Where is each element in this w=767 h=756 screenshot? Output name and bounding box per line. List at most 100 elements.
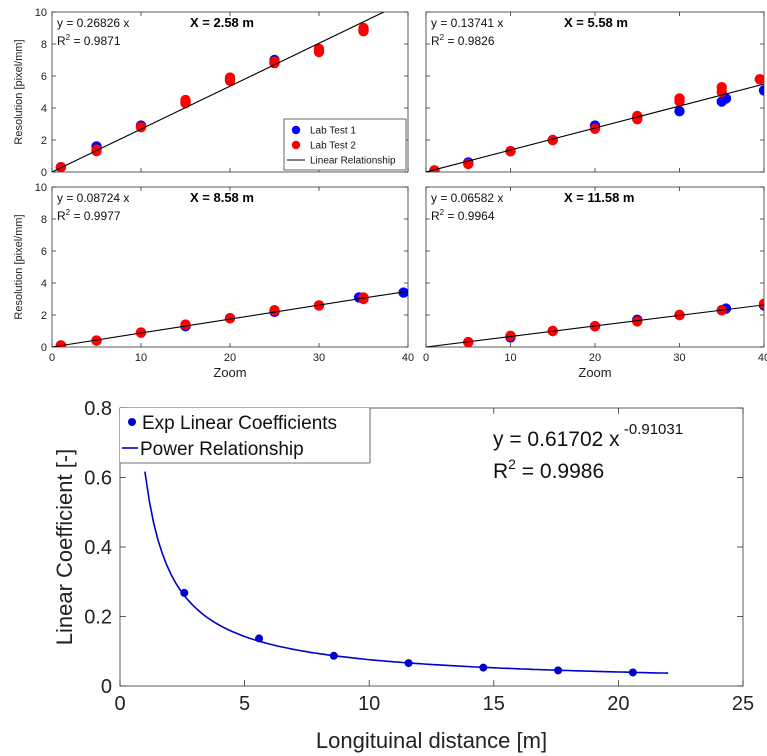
r-value: = 0.9977 (70, 209, 121, 223)
plot-frame (425, 11, 765, 173)
y-tick-label: 0 (41, 167, 47, 179)
linear-fit-line (52, 290, 408, 347)
x-tick-label: 20 (224, 352, 236, 364)
data-point-lab-test-2 (269, 305, 280, 316)
equation-label: y = 0.61702 x -0.91031 (493, 421, 683, 451)
x-tick-label: 25 (732, 693, 754, 715)
equation-exponent: -0.91031 (620, 421, 683, 438)
legend-entry: Linear Relationship (310, 156, 396, 167)
data-point-exp-linear-coefficient (180, 588, 189, 597)
legend-box (283, 118, 407, 171)
legend-entry: Lab Test 1 (310, 126, 356, 137)
y-tick-label: 0.8 (84, 398, 112, 420)
plot-frame (425, 186, 765, 348)
y-tick-label: 2 (41, 135, 47, 147)
equation-base: y = 0.61702 x (493, 428, 620, 451)
distance-label: X = 2.58 m (190, 15, 254, 30)
data-point-lab-test-2 (632, 110, 643, 122)
x-axis-label: Zoom (578, 365, 611, 380)
y-tick-label: 4 (41, 103, 47, 115)
x-tick-label: 40 (758, 352, 767, 364)
r-label: R (57, 34, 66, 48)
x-tick-label: 0 (49, 352, 55, 364)
y-tick-label: 6 (41, 71, 47, 83)
distance-label: X = 5.58 m (564, 15, 628, 30)
y-tick-label: 8 (41, 214, 47, 226)
data-point-exp-linear-coefficient (554, 666, 563, 675)
distance-label: X = 8.58 m (190, 190, 254, 205)
legend-marker (291, 125, 301, 135)
data-point-lab-test-2 (180, 319, 191, 330)
data-layer (426, 74, 764, 172)
linear-fit-line (426, 83, 764, 172)
data-point-lab-test-2 (358, 292, 369, 303)
y-axis-label: Resolution [pixel/mm] (13, 39, 25, 144)
x-tick-label: 40 (402, 352, 414, 364)
x-tick-label: 15 (483, 693, 505, 715)
x-tick-label: 0 (423, 352, 429, 364)
r-superscript: 2 (508, 456, 516, 472)
y-axis-label: Resolution [pixel/mm] (13, 214, 25, 319)
y-tick-label: 8 (41, 39, 47, 51)
legend-marker (291, 140, 301, 150)
data-point-lab-test-1 (674, 106, 685, 117)
equation-label: y = 0.08724 x (57, 191, 129, 205)
r-value: = 0.9964 (444, 209, 495, 223)
data-layer (52, 287, 408, 347)
data-point-lab-test-2 (632, 316, 643, 327)
equation-label: y = 0.13741 x (431, 16, 503, 30)
r-label: R (431, 209, 440, 223)
y-tick-label: 0.6 (84, 468, 112, 490)
y-tick-label: 6 (41, 246, 47, 258)
y-tick-label: 0.4 (84, 537, 112, 559)
data-point-lab-test-2 (313, 43, 325, 54)
r-label: R (493, 460, 508, 483)
data-point-lab-test-2 (180, 98, 191, 109)
y-axis-label: Linear Coefficient [-] (52, 449, 77, 645)
data-point-lab-test-2 (91, 144, 102, 155)
x-axis-label: Zoom (213, 365, 246, 380)
r-squared-label: R2 = 0.9977 (57, 208, 121, 223)
data-point-lab-test-2 (224, 75, 236, 87)
y-tick-label: 0 (41, 342, 47, 354)
x-tick-label: 10 (358, 693, 380, 715)
y-tick-label: 2 (41, 310, 47, 322)
x-tick-label: 5 (239, 693, 250, 715)
equation-label: y = 0.26826 x (57, 16, 129, 30)
data-point-lab-test-2 (758, 298, 764, 309)
r-superscript: 2 (66, 33, 71, 42)
x-tick-label: 10 (135, 352, 147, 364)
data-point-lab-test-2 (505, 146, 516, 157)
y-tick-label: 10 (35, 182, 47, 194)
legend: Lab Test 1 Lab Test 2 Linear Relationship (283, 118, 407, 171)
r-squared-label: R2 = 0.9964 (431, 208, 495, 223)
legend-entry: Lab Test 2 (310, 141, 356, 152)
distance-label: X = 11.58 m (564, 190, 634, 205)
r-label: R (431, 34, 440, 48)
r-superscript: 2 (440, 208, 445, 217)
data-point-exp-linear-coefficient (255, 634, 264, 643)
linear-fit-line (426, 304, 764, 347)
legend-entry: Exp Linear Coefficients (142, 413, 337, 434)
data-point-lab-test-2 (754, 74, 764, 85)
panel-bottom: 0 0.2 0.4 0.6 0.8 0 5 10 15 20 25 Exp Linear Coeffi… (52, 398, 754, 753)
r-value: = 0.9826 (444, 34, 495, 48)
r-squared-label: R2 = 0.9871 (57, 33, 121, 48)
panel-top-right: y = 0.13741 x R2 = 0.9826 X = 5.58 m (425, 11, 765, 173)
linear-fit-line (52, 12, 385, 172)
data-point-lab-test-2 (547, 134, 558, 146)
x-tick-label: 30 (673, 352, 685, 364)
x-tick-label: 20 (607, 693, 629, 715)
data-point-lab-test-1 (398, 287, 408, 298)
r-value: = 0.9871 (70, 34, 121, 48)
r-label: R (57, 209, 66, 223)
equation-label: y = 0.06582 x (431, 191, 503, 205)
r-superscript: 2 (440, 33, 445, 42)
data-point-exp-linear-coefficient (329, 651, 338, 660)
data-point-exp-linear-coefficient (404, 659, 413, 668)
legend: Exp Linear Coefficients Power Relationshi… (120, 408, 371, 464)
data-layer (426, 298, 764, 347)
